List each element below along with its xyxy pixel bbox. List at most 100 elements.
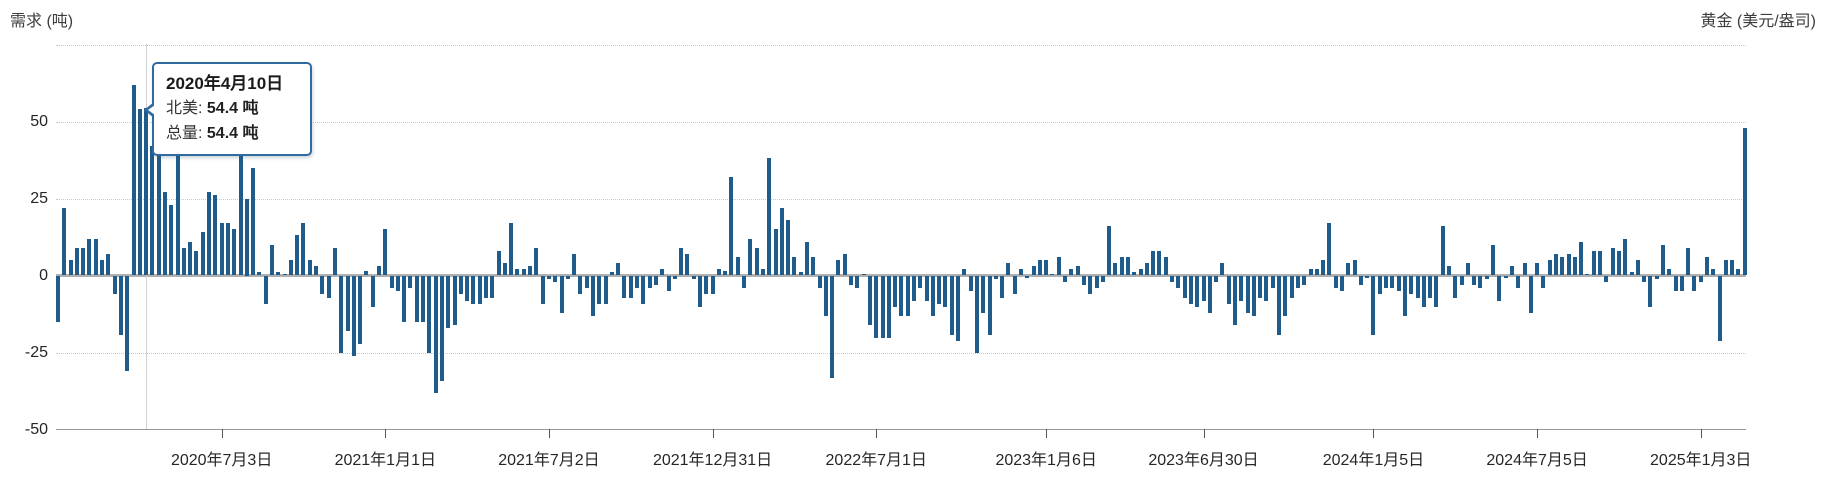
bar[interactable]	[483, 276, 488, 298]
bar[interactable]	[1446, 266, 1451, 276]
bar[interactable]	[1232, 276, 1237, 326]
bar[interactable]	[534, 247, 539, 276]
bar[interactable]	[364, 270, 369, 276]
bar[interactable]	[1119, 257, 1124, 276]
bar[interactable]	[528, 266, 533, 276]
bar[interactable]	[742, 276, 747, 289]
bar[interactable]	[288, 260, 293, 276]
bar[interactable]	[1673, 276, 1678, 292]
bar[interactable]	[565, 276, 570, 280]
bar[interactable]	[1245, 276, 1250, 313]
bar[interactable]	[653, 276, 658, 286]
bar[interactable]	[1642, 276, 1647, 283]
bar[interactable]	[1195, 276, 1200, 307]
bar[interactable]	[1705, 257, 1710, 276]
bar[interactable]	[1736, 269, 1741, 276]
bar[interactable]	[572, 253, 577, 276]
bar[interactable]	[1012, 276, 1017, 295]
bar[interactable]	[458, 276, 463, 295]
bar[interactable]	[1000, 276, 1005, 298]
bar[interactable]	[251, 167, 256, 276]
bar[interactable]	[716, 269, 721, 276]
bar[interactable]	[452, 276, 457, 326]
bar[interactable]	[1163, 257, 1168, 276]
bar[interactable]	[502, 263, 507, 276]
bar[interactable]	[1075, 266, 1080, 276]
bar[interactable]	[1484, 276, 1489, 280]
bar[interactable]	[326, 276, 331, 298]
bar[interactable]	[1081, 276, 1086, 286]
bar[interactable]	[773, 229, 778, 276]
bar[interactable]	[1616, 250, 1621, 276]
bar[interactable]	[62, 207, 67, 276]
bar[interactable]	[1635, 260, 1640, 276]
bar[interactable]	[1591, 250, 1596, 276]
bar[interactable]	[232, 229, 237, 276]
bar[interactable]	[1648, 276, 1653, 307]
bar[interactable]	[490, 276, 495, 298]
bar[interactable]	[1598, 250, 1603, 276]
bar[interactable]	[1434, 276, 1439, 307]
bar[interactable]	[1654, 276, 1659, 280]
bar[interactable]	[93, 238, 98, 276]
bar[interactable]	[225, 223, 230, 276]
bar[interactable]	[1472, 276, 1477, 286]
bar[interactable]	[956, 276, 961, 341]
bar[interactable]	[1031, 266, 1036, 276]
bar[interactable]	[1277, 276, 1282, 335]
bar[interactable]	[1346, 263, 1351, 276]
bar[interactable]	[1679, 276, 1684, 292]
bar[interactable]	[1717, 276, 1722, 341]
bar[interactable]	[603, 276, 608, 304]
bar[interactable]	[635, 276, 640, 289]
bar[interactable]	[515, 269, 520, 276]
bar[interactable]	[244, 198, 249, 276]
bar[interactable]	[553, 276, 558, 283]
bar[interactable]	[1660, 244, 1665, 276]
bar[interactable]	[697, 276, 702, 307]
bar[interactable]	[1547, 260, 1552, 276]
bar[interactable]	[1270, 276, 1275, 289]
bar[interactable]	[207, 192, 212, 276]
bar[interactable]	[754, 247, 759, 276]
bar[interactable]	[905, 276, 910, 317]
bar[interactable]	[345, 276, 350, 332]
bar[interactable]	[874, 276, 879, 338]
bar[interactable]	[1176, 276, 1181, 289]
bar[interactable]	[200, 232, 205, 276]
bar[interactable]	[1579, 241, 1584, 276]
bar[interactable]	[1138, 269, 1143, 276]
bar[interactable]	[1144, 263, 1149, 276]
bar[interactable]	[1491, 244, 1496, 276]
bar[interactable]	[1610, 247, 1615, 276]
bar[interactable]	[1396, 276, 1401, 292]
bar[interactable]	[867, 276, 872, 326]
bar[interactable]	[1151, 250, 1156, 276]
bar[interactable]	[125, 276, 130, 372]
bar[interactable]	[1723, 260, 1728, 276]
bar[interactable]	[987, 276, 992, 335]
bar[interactable]	[181, 247, 186, 276]
bar[interactable]	[1358, 276, 1363, 286]
bar[interactable]	[402, 276, 407, 323]
bar[interactable]	[1314, 269, 1319, 276]
bar[interactable]	[162, 192, 167, 276]
bar[interactable]	[968, 276, 973, 292]
bar[interactable]	[1377, 276, 1382, 295]
bar[interactable]	[855, 276, 860, 289]
bar[interactable]	[68, 260, 73, 276]
bar[interactable]	[446, 276, 451, 329]
bar[interactable]	[1686, 247, 1691, 276]
bar[interactable]	[1566, 253, 1571, 276]
bar[interactable]	[339, 276, 344, 353]
bar[interactable]	[1214, 276, 1219, 283]
bar[interactable]	[559, 276, 564, 313]
bar[interactable]	[1667, 269, 1672, 276]
bar[interactable]	[87, 238, 92, 276]
bar[interactable]	[830, 276, 835, 378]
bar[interactable]	[175, 152, 180, 276]
bar[interactable]	[194, 250, 199, 276]
bar[interactable]	[1453, 276, 1458, 298]
bar[interactable]	[672, 276, 677, 280]
bar[interactable]	[660, 269, 665, 276]
